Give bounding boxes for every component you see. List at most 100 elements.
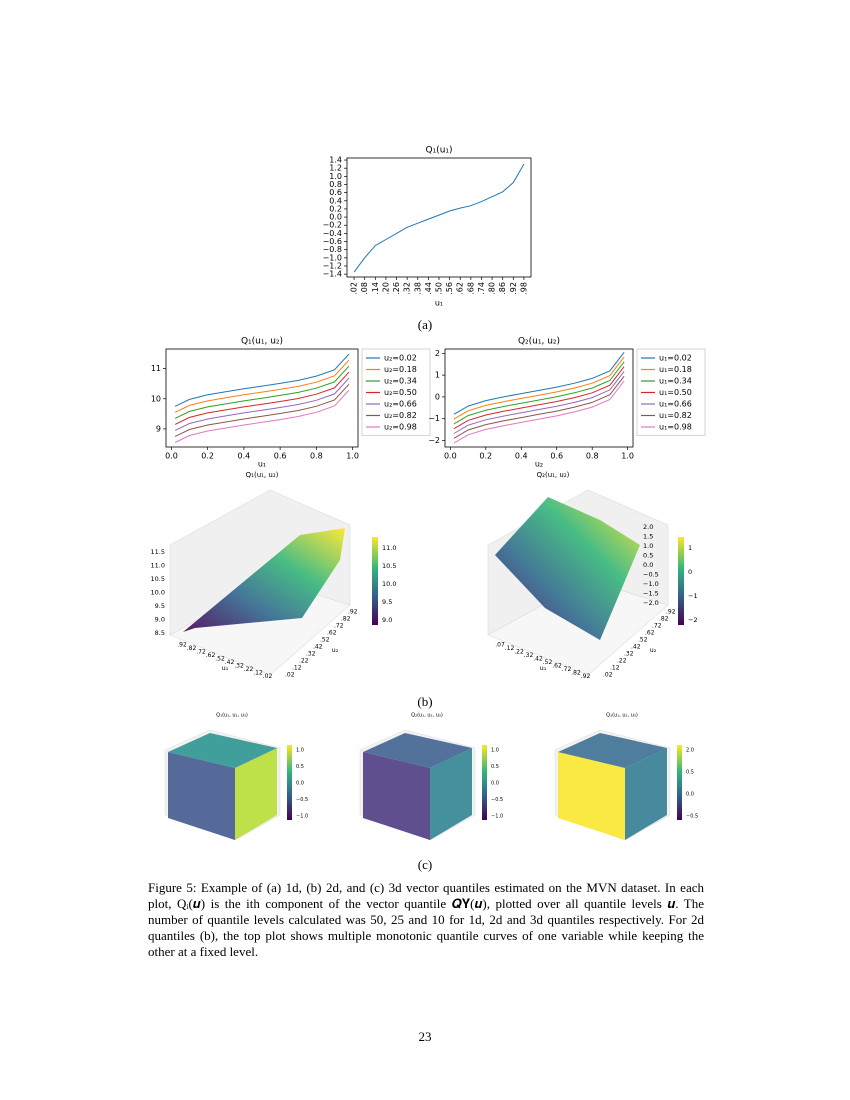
x-tick-label: 0.2 — [201, 452, 214, 461]
x-tick-label: .07 — [495, 642, 505, 649]
surface-title: Q₂(u₁, u₂) — [537, 471, 570, 479]
colorbar-tick-label: 1 — [688, 544, 692, 552]
colorbar-tick-label: 10.5 — [382, 562, 396, 570]
x-tick-label: .52 — [215, 656, 225, 663]
x-tick-label: .56 — [445, 282, 454, 295]
colorbar-tick-label: 1.0 — [296, 748, 304, 754]
plot-frame — [165, 348, 359, 448]
panel-label: (c) — [418, 857, 432, 872]
z-tick-label: −1.5 — [643, 590, 659, 598]
series-line — [453, 371, 625, 434]
x-tick-label: .12 — [253, 670, 263, 677]
y-tick-label: .72 — [652, 623, 662, 630]
panel-label: (a) — [418, 317, 432, 332]
series-line — [453, 366, 625, 430]
series-line — [353, 163, 525, 273]
z-tick-label: 1.0 — [643, 542, 653, 550]
y-tick-label: 11 — [151, 364, 161, 373]
x-axis-label: u₁ — [540, 664, 547, 672]
x-tick-label: .02 — [350, 282, 359, 295]
surface — [183, 528, 345, 632]
cube-title: Q₁(u₁, u₂, u₃) — [216, 713, 248, 719]
cube-top — [363, 733, 472, 768]
x-tick-label: .02 — [263, 673, 273, 680]
y-tick-label: −0.6 — [323, 237, 342, 246]
x-tick-label: .52 — [543, 659, 553, 666]
x-tick-label: .12 — [505, 645, 515, 652]
y-tick-label: −1.4 — [323, 270, 342, 279]
page-number: 23 — [419, 1029, 432, 1044]
y-tick-label: 1.0 — [329, 172, 342, 181]
series-line — [453, 380, 625, 444]
z-tick-label: 10.5 — [151, 575, 165, 583]
y-tick-label: .92 — [348, 609, 358, 616]
chart-title: Q₁(u₁, u₂) — [241, 337, 283, 347]
cube-side — [625, 748, 667, 840]
legend-label: u₁=0.50 — [659, 388, 692, 397]
series-line — [453, 375, 625, 439]
x-tick-label: 0.4 — [515, 452, 528, 461]
x-axis-label: u₁ — [222, 664, 229, 672]
x-tick-label: .42 — [533, 656, 543, 663]
colorbar-tick-label: 11.0 — [382, 544, 396, 552]
cube-front — [558, 752, 625, 840]
y-tick-label: .12 — [292, 665, 302, 672]
x-tick-label: 0.6 — [274, 452, 287, 461]
y-axis-label: u₂ — [332, 646, 339, 654]
y-tick-label: 0.0 — [329, 213, 342, 222]
y-tick-label: −2 — [428, 436, 440, 445]
x-tick-label: .92 — [509, 282, 518, 295]
colorbar-tick-label: −1.0 — [296, 814, 308, 820]
x-tick-label: .22 — [514, 649, 524, 656]
y-tick-label: .92 — [666, 609, 676, 616]
legend-label: u₂=0.98 — [384, 423, 417, 432]
y-tick-label: .42 — [313, 644, 323, 651]
colorbar-tick-label: −1 — [688, 592, 698, 600]
colorbar-tick-label: −0.5 — [491, 797, 503, 803]
z-tick-label: 8.5 — [155, 629, 165, 637]
y-tick-label: .22 — [299, 658, 309, 665]
colorbar-tick-label: −2 — [688, 616, 698, 624]
legend-label: u₂=0.50 — [384, 388, 417, 397]
series-line — [453, 351, 625, 415]
y-tick-label: 9 — [156, 424, 161, 433]
x-tick-label: .74 — [477, 282, 486, 295]
z-tick-label: 1.5 — [643, 533, 653, 541]
series-line — [174, 365, 350, 419]
colorbar-tick-label: 10.0 — [382, 580, 396, 588]
x-tick-label: .32 — [234, 663, 244, 670]
x-tick-label: .08 — [360, 282, 369, 295]
cube-top — [168, 733, 277, 768]
x-tick-label: .38 — [413, 282, 422, 295]
x-tick-label: .20 — [381, 282, 390, 295]
y-tick-label: −0.8 — [323, 245, 342, 254]
cube-side — [430, 748, 472, 840]
x-axis-label: u₁ — [258, 460, 266, 469]
colorbar-tick-label: 2.0 — [686, 748, 694, 754]
y-axis-label: u₂ — [650, 646, 657, 654]
x-tick-label: .44 — [424, 282, 433, 295]
y-tick-label: 10 — [151, 394, 161, 403]
z-tick-label: −1.0 — [643, 580, 659, 588]
x-tick-label: .62 — [552, 663, 562, 670]
y-tick-label: .72 — [334, 623, 344, 630]
x-tick-label: 0.0 — [444, 452, 457, 461]
x-tick-label: .72 — [196, 649, 206, 656]
y-tick-label: 1 — [435, 371, 440, 380]
x-tick-label: 0.8 — [310, 452, 323, 461]
series-line — [174, 389, 350, 443]
x-tick-label: .50 — [435, 282, 444, 295]
z-tick-label: 0.0 — [643, 561, 653, 569]
cube-front — [363, 752, 430, 840]
x-axis-label: u₁ — [435, 299, 443, 308]
x-tick-label: .92 — [581, 673, 591, 680]
caption: Figure 5: Example of (a) 1d, (b) 2d, and… — [148, 880, 704, 959]
x-tick-label: .22 — [244, 666, 254, 673]
y-tick-label: .32 — [624, 651, 634, 658]
legend-label: u₁=0.98 — [659, 423, 692, 432]
colorbar — [287, 745, 292, 820]
colorbar-tick-label: 0.0 — [686, 792, 694, 798]
y-tick-label: 1.2 — [329, 164, 342, 173]
x-axis-label: u₂ — [535, 460, 543, 469]
